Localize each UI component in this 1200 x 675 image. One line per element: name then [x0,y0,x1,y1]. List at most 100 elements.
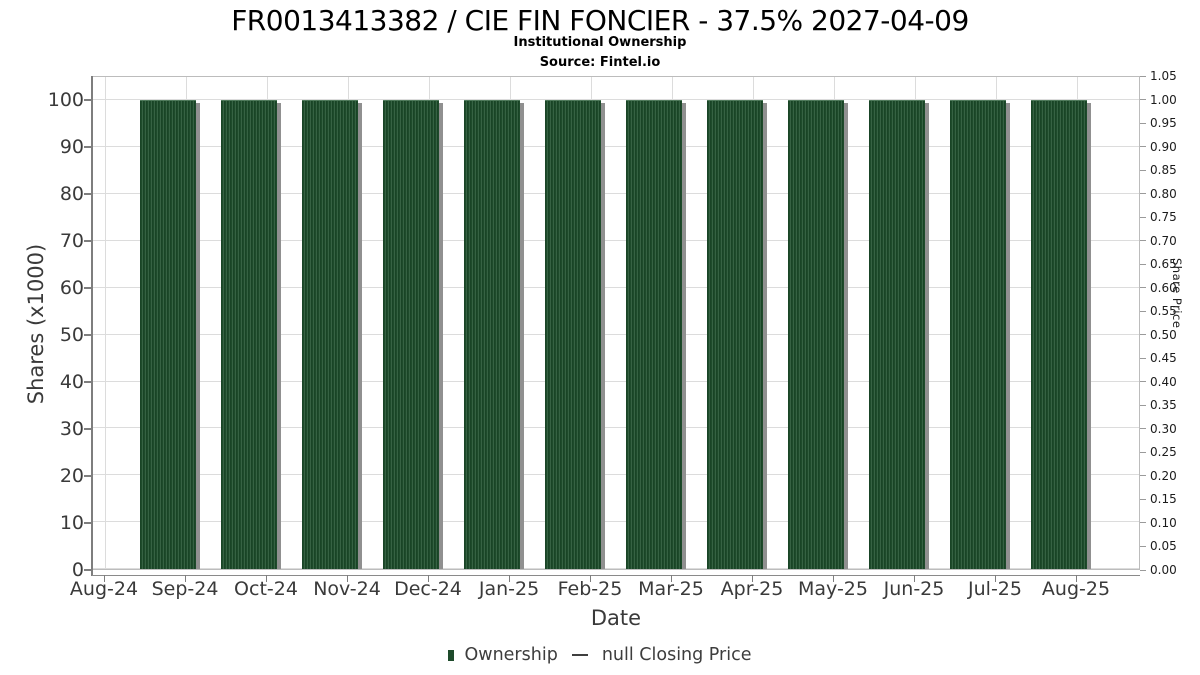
y-axis-tick-label-right: 0.00 [1150,563,1177,577]
y-axis-tick-right [1140,522,1146,524]
ownership-bar-cluster [221,100,277,569]
gridline-horizontal [93,521,1139,523]
ownership-bar-cluster [626,100,682,569]
y-axis-tick-label-left: 20 [59,464,84,487]
x-axis-tick [509,575,510,582]
y-axis-tick-label-left: 90 [59,135,84,158]
y-axis-tick-label-right: 0.25 [1150,445,1177,460]
x-axis-tick [185,575,186,582]
x-axis-title: Date [590,606,642,630]
y-axis-tick-right [1140,357,1146,359]
y-axis-tick-label-right: 0.95 [1150,116,1177,131]
y-axis-tick-label-left: 100 [47,88,84,111]
bar-cluster-shadow [196,103,200,569]
y-axis-tick-left [84,333,92,336]
x-axis-line [92,575,1140,576]
x-axis-tick [1076,575,1077,582]
x-axis-tick-label: Jun-25 [883,578,945,600]
x-axis-tick [671,575,672,582]
chart-subtitle: Institutional Ownership [513,35,687,50]
y-axis-title-right: Share Price [1170,258,1184,329]
ownership-bar-cluster [464,100,520,569]
y-axis-tick-right [1140,569,1146,571]
gridline-horizontal [93,146,1139,148]
gridline-horizontal [93,239,1139,241]
gridline-horizontal [93,333,1139,335]
ownership-bar-cluster [869,100,925,569]
gridline-horizontal [93,99,1139,101]
gridline-horizontal [93,474,1139,476]
chart-title: FR0013413382 / CIE FIN FONCIER - 37.5% 2… [231,4,969,37]
x-axis-tick [590,575,591,582]
y-axis-tick-left [84,380,92,383]
y-axis-tick-label-right: 0.90 [1150,139,1177,154]
y-axis-tick-right [1140,240,1146,242]
y-axis-tick-label-right: 0.80 [1150,186,1177,201]
ownership-bar-cluster [545,100,601,569]
y-axis-tick-right [1140,310,1146,312]
y-axis-tick-label-left: 80 [59,182,84,205]
y-axis-tick-right [1140,263,1146,265]
y-axis-tick-right [1140,451,1146,453]
y-axis-tick-label-right: 0.50 [1150,327,1177,342]
x-axis-tick [266,575,267,582]
ownership-bar-cluster [707,100,763,569]
ownership-bar-cluster [788,100,844,569]
y-axis-tick-label-right: 0.60 [1150,280,1177,295]
bar-cluster-shadow [277,103,281,569]
y-axis-tick-label-right: 0.65 [1150,257,1177,272]
y-axis-tick-right [1140,169,1146,171]
plot-area [92,76,1140,570]
x-axis-tick [914,575,915,582]
y-axis-tick-right [1140,381,1146,383]
x-axis-tick [428,575,429,582]
y-axis-tick-left [84,239,92,242]
bar-cluster-shadow [601,103,605,569]
y-axis-tick-right [1140,146,1146,148]
y-axis-tick-right [1140,475,1146,477]
gridline-horizontal [93,286,1139,288]
y-axis-tick-right [1140,287,1146,289]
x-axis-tick-label: Jul-25 [968,578,1022,600]
ownership-bar-cluster [302,100,358,569]
y-axis-tick-label-right: 0.30 [1150,421,1177,436]
y-axis-tick-label-right: 0.15 [1150,492,1177,507]
gridline-horizontal [93,380,1139,382]
y-axis-tick-right [1140,334,1146,336]
x-axis-tick-label: Feb-25 [557,578,623,600]
bar-cluster-shadow [1087,103,1091,569]
ownership-swatch-icon [448,649,455,661]
y-axis-tick-label-right: 0.10 [1150,515,1177,530]
y-axis-tick-left [84,521,92,524]
y-axis-tick-label-left: 50 [59,323,84,346]
bar-cluster-shadow [1006,103,1010,569]
x-axis-tick [104,575,105,582]
y-axis-tick-label-right: 0.70 [1150,233,1177,248]
x-axis-tick-label: Mar-25 [638,578,704,600]
ownership-bar-cluster [1031,100,1087,569]
x-axis-tick-label: Aug-24 [69,578,139,600]
bar-cluster-shadow [844,103,848,569]
y-axis-tick-left [84,569,92,571]
y-axis-spine [91,76,93,576]
y-axis-tick-left [84,474,92,477]
ownership-bar-cluster [950,100,1006,569]
y-axis-tick-label-right: 1.00 [1150,92,1177,107]
y-axis-tick-left [84,427,92,430]
y-axis-tick-label-left: 30 [59,417,84,440]
bar-cluster-shadow [358,103,362,569]
x-axis-tick-label: Aug-25 [1041,578,1111,600]
legend-label-ownership: Ownership [464,645,558,665]
gridline-horizontal [93,427,1139,429]
y-axis-tick-label-right: 1.05 [1150,69,1177,83]
x-axis-tick-label: Sep-24 [151,578,219,600]
y-axis-tick-right [1140,193,1146,195]
y-axis-tick-left [84,98,92,101]
gridline-vertical [105,77,106,569]
y-axis-tick-label-right: 0.05 [1150,539,1177,554]
x-axis-tick [752,575,753,582]
y-axis-tick-right [1140,216,1146,218]
y-axis-tick-label-right: 0.75 [1150,210,1177,225]
x-axis-tick-label: May-25 [798,578,868,600]
